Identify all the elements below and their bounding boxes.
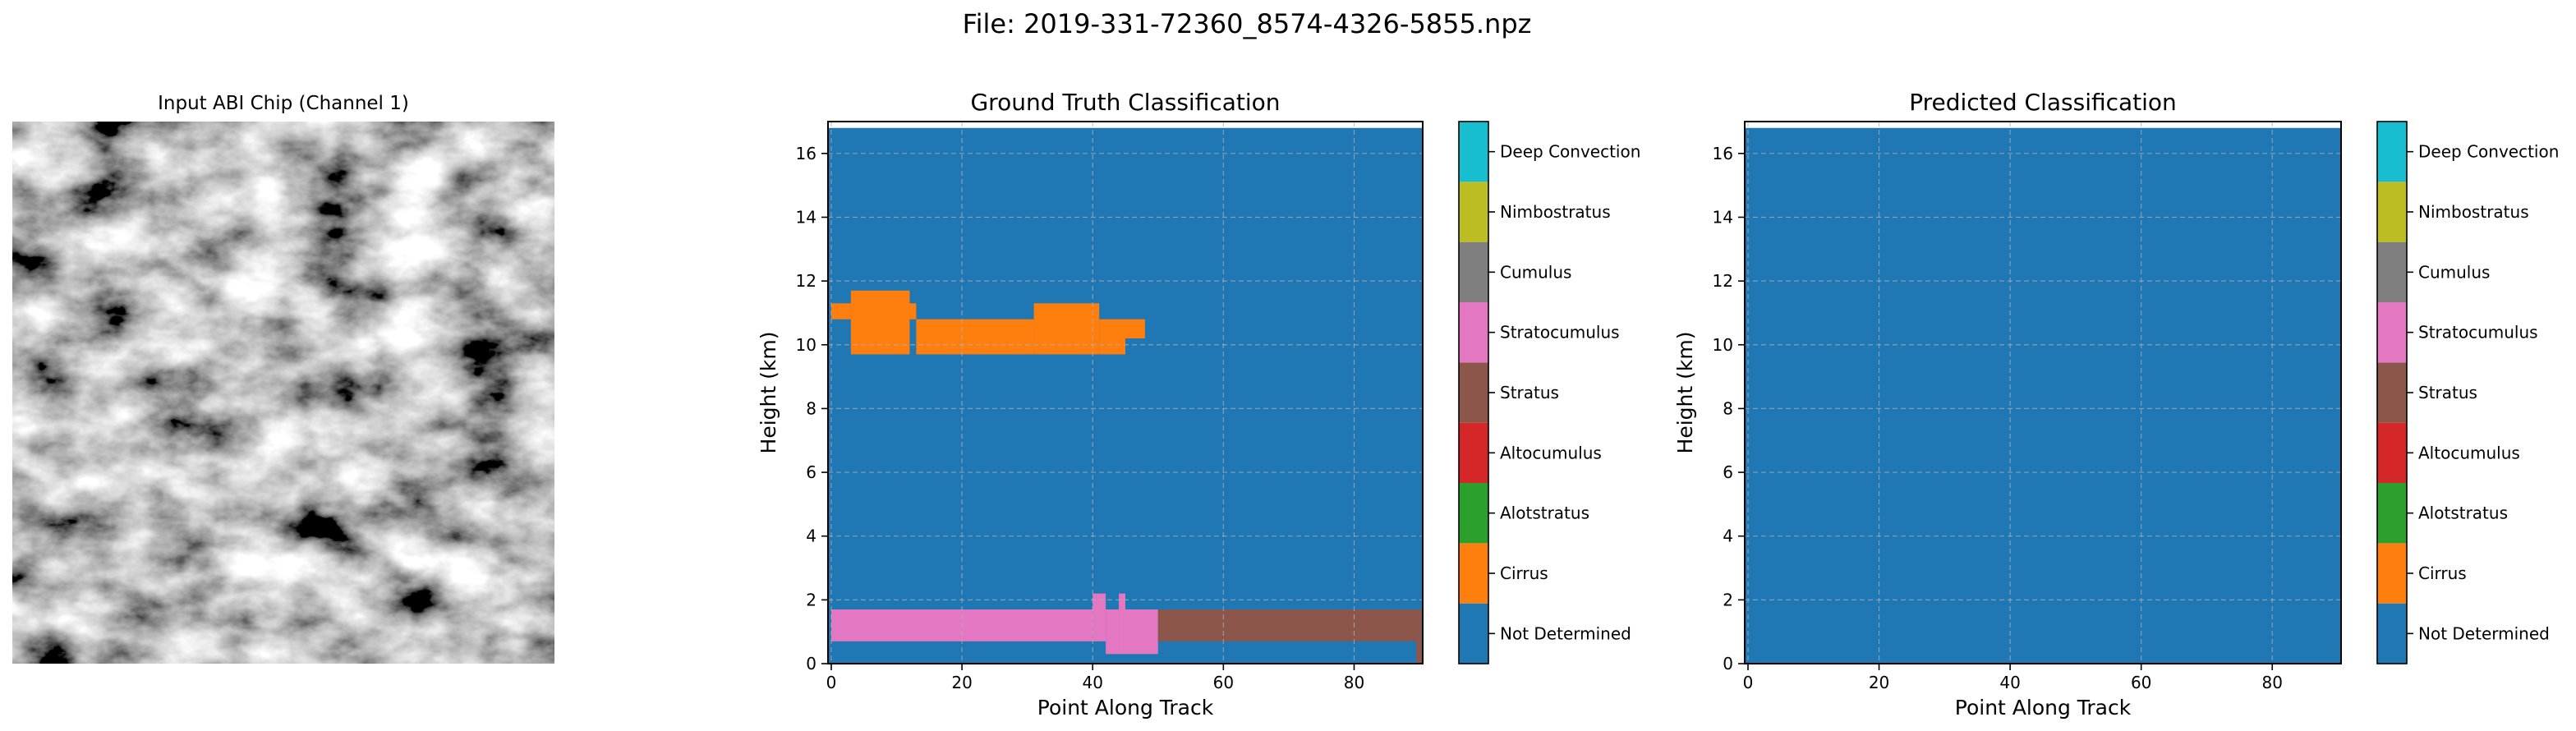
- y-tick-label: 0: [806, 654, 816, 674]
- x-axis-label: Point Along Track: [1037, 696, 1214, 720]
- x-tick-label: 0: [1743, 673, 1754, 692]
- colorbar-segment: [1459, 302, 1488, 363]
- x-tick-label: 40: [1082, 673, 1102, 692]
- heatmap-background: [828, 127, 1423, 664]
- y-tick-label: 8: [806, 398, 816, 418]
- x-tick-label: 40: [1999, 673, 2020, 692]
- heatmap-region: [830, 303, 851, 320]
- y-tick-label: 10: [796, 335, 816, 355]
- y-tick-label: 10: [1713, 335, 1733, 355]
- x-tick-label: 60: [1213, 673, 1234, 692]
- colorbar-label: Alotstratus: [2418, 503, 2508, 523]
- x-axis-label: Point Along Track: [1955, 696, 2132, 720]
- colorbar-segment: [2377, 122, 2407, 182]
- y-axis-label: Height (km): [1673, 332, 1697, 454]
- colorbar-label: Cirrus: [2418, 563, 2467, 583]
- axes-frame: [827, 121, 1424, 664]
- y-tick-label: 0: [1723, 654, 1733, 674]
- heatmap-region: [1033, 303, 1100, 355]
- colorbar-label: Altocumulus: [1500, 443, 1602, 462]
- heatmap-region: [1106, 609, 1120, 655]
- colorbar-segment: [2377, 182, 2407, 242]
- colorbar-label: Stratocumulus: [1500, 323, 1620, 343]
- chart-title: Predicted Classification: [1909, 89, 2177, 116]
- chart-title: Ground Truth Classification: [970, 89, 1280, 116]
- chart-panel-2: 0 20 40 60 80 0 2 4 6 8 10 12 14 16 Predicted Classifi…: [1673, 89, 2559, 720]
- y-tick-label: 12: [796, 271, 816, 291]
- heatmap-region: [1125, 609, 1158, 655]
- colorbar-label: Cumulus: [2418, 262, 2490, 282]
- heatmap-region: [1157, 609, 1417, 641]
- colorbar-frame: [2376, 121, 2408, 664]
- y-axis-label: Height (km): [757, 332, 780, 454]
- colorbar-label: Stratus: [1500, 383, 1559, 402]
- colorbar-segment: [1459, 362, 1488, 423]
- colorbar-segment: [2377, 422, 2407, 483]
- y-tick-label: 12: [1713, 271, 1733, 291]
- colorbar-segment: [2377, 302, 2407, 363]
- colorbar-label: Alotstratus: [1500, 503, 1589, 523]
- colorbar-label: Nimbostratus: [2418, 202, 2529, 222]
- colorbar-label: Altocumulus: [2418, 443, 2520, 462]
- heatmap-region: [1125, 319, 1145, 338]
- colorbar: Not Determined Cirrus Alotstratus Altocumul…: [2376, 121, 2559, 664]
- heatmap-background: [1745, 127, 2341, 664]
- x-tick-label: 20: [951, 673, 972, 692]
- y-tick-label: 2: [1723, 590, 1733, 609]
- heatmap-region: [1119, 593, 1125, 655]
- colorbar-label: Deep Convection: [2418, 142, 2559, 162]
- x-tick-label: 80: [2262, 673, 2283, 692]
- colorbar-label: Deep Convection: [1500, 142, 1640, 162]
- heatmap-region: [1092, 593, 1106, 641]
- y-tick-label: 4: [1723, 526, 1733, 546]
- colorbar-segment: [1459, 603, 1488, 664]
- colorbar-frame: [1458, 121, 1489, 664]
- colorbar-segment: [2377, 543, 2407, 604]
- colorbar: Not Determined Cirrus Alotstratus Altocumul…: [1458, 121, 1640, 664]
- colorbar-label: Cirrus: [1500, 563, 1548, 583]
- y-tick-label: 14: [1713, 207, 1733, 227]
- colorbar-label: Stratus: [2418, 383, 2477, 402]
- chart-panel-1: 0 20 40 60 80 0 2 4 6 8 10 12 14 16 Ground Truth Class…: [757, 89, 1640, 720]
- colorbar-segment: [1459, 422, 1488, 483]
- colorbar-label: Not Determined: [1500, 623, 1631, 643]
- colorbar-segment: [1459, 241, 1488, 302]
- y-tick-label: 14: [796, 207, 816, 227]
- colorbar-segment: [2377, 483, 2407, 544]
- input-panel-title: Input ABI Chip (Channel 1): [158, 93, 409, 114]
- y-tick-label: 2: [806, 590, 816, 609]
- colorbar-segment: [2377, 603, 2407, 664]
- colorbar-label: Stratocumulus: [2418, 323, 2538, 343]
- figure-title: File: 2019-331-72360_8574-4326-5855.npz: [963, 8, 1532, 39]
- heatmap-region: [909, 303, 917, 320]
- colorbar-segment: [2377, 362, 2407, 423]
- heatmap-region: [1416, 609, 1423, 664]
- y-tick-label: 6: [1723, 462, 1733, 482]
- colorbar-label: Nimbostratus: [1500, 202, 1611, 222]
- y-tick-label: 4: [806, 526, 816, 546]
- input-panel: Input ABI Chip (Channel 1): [12, 93, 554, 664]
- x-tick-label: 0: [826, 673, 837, 692]
- colorbar-segment: [1459, 483, 1488, 544]
- colorbar-segment: [1459, 182, 1488, 242]
- colorbar-segment: [1459, 543, 1488, 604]
- x-tick-label: 60: [2131, 673, 2151, 692]
- heatmap-region: [1099, 319, 1125, 355]
- colorbar-segment: [1459, 122, 1488, 182]
- heatmap-region: [850, 290, 910, 355]
- x-tick-label: 80: [1344, 673, 1364, 692]
- abi-chip-image: [12, 122, 554, 664]
- y-tick-label: 16: [796, 144, 816, 163]
- colorbar-segment: [2377, 241, 2407, 302]
- x-tick-label: 20: [1869, 673, 1889, 692]
- colorbar-label: Not Determined: [2418, 623, 2550, 643]
- heatmap-region: [916, 319, 1034, 355]
- y-tick-label: 8: [1723, 398, 1733, 418]
- y-tick-label: 16: [1713, 144, 1733, 163]
- y-tick-label: 6: [806, 462, 816, 482]
- colorbar-label: Cumulus: [1500, 262, 1571, 282]
- axes-frame: [1744, 121, 2342, 664]
